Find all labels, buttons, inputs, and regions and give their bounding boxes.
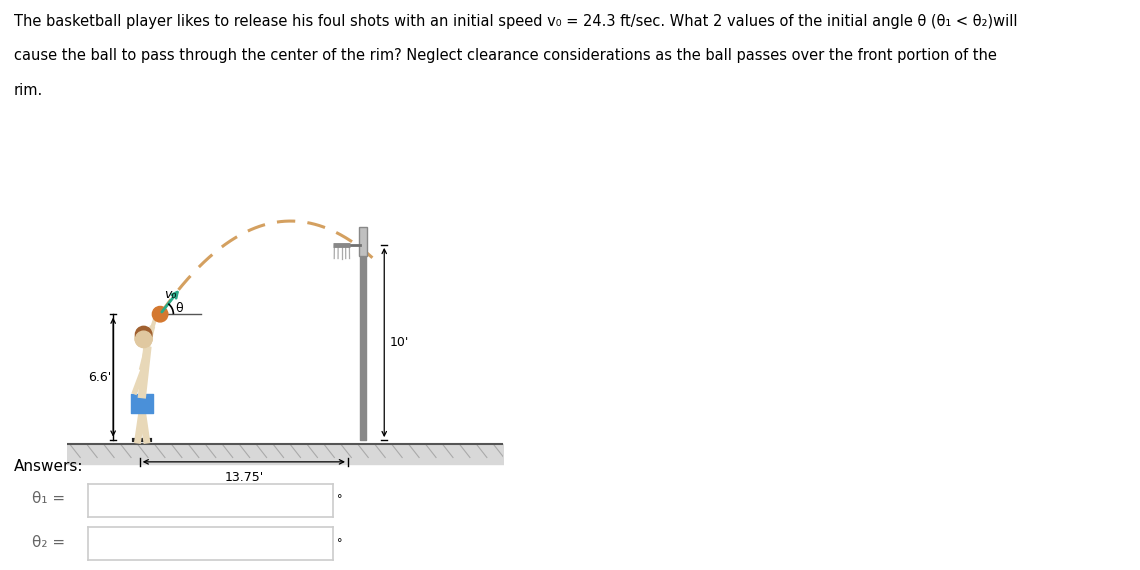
Circle shape	[135, 329, 153, 347]
Text: rim.: rim.	[14, 83, 43, 97]
Text: 6.6': 6.6'	[88, 370, 112, 384]
Circle shape	[136, 326, 152, 343]
Text: θ₁ =: θ₁ =	[32, 491, 65, 506]
Text: θ: θ	[176, 302, 184, 315]
Text: i: i	[100, 493, 105, 508]
Text: cause the ball to pass through the center of the rim? Neglect clearance consider: cause the ball to pass through the cente…	[14, 48, 996, 63]
Text: The basketball player likes to release his foul shots with an initial speed v₀ =: The basketball player likes to release h…	[14, 14, 1017, 29]
Text: v₀: v₀	[164, 288, 177, 302]
Circle shape	[153, 307, 168, 322]
Bar	[359, 227, 367, 256]
Circle shape	[136, 331, 152, 348]
Text: i: i	[100, 536, 105, 551]
Text: 10': 10'	[390, 336, 409, 349]
Text: Answers:: Answers:	[14, 459, 83, 474]
Text: θ₂ =: θ₂ =	[32, 535, 65, 550]
Text: 13.75': 13.75'	[225, 471, 263, 483]
Text: °: °	[337, 494, 343, 504]
Text: °: °	[337, 538, 343, 548]
